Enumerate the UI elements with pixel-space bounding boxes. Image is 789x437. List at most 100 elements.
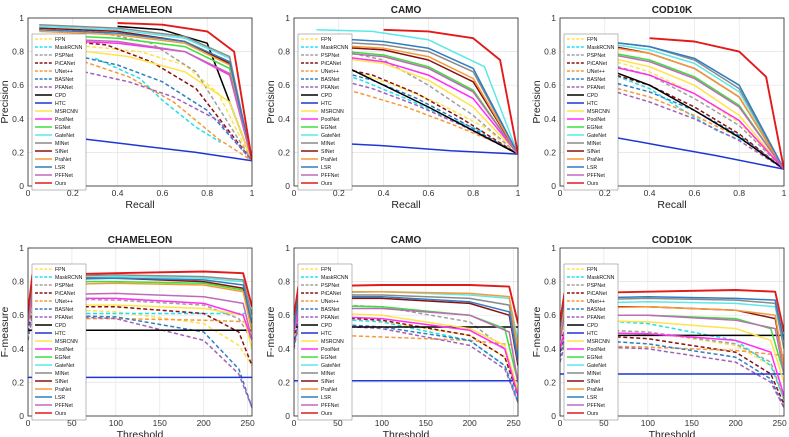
chart-panel-4: 0 50 100 150 200 250 0 0.2 0.4 0.6 0.8 1 CHAMELEON Th… [0,235,255,437]
series-line-basnet [327,67,518,155]
legend-label-htc: HTC [587,101,598,107]
series-line-ours [28,270,252,312]
legend-label-gatenet: GateNet [321,363,341,369]
legend-label-poolnet: PoolNet [321,347,340,353]
legend-label-poolnet: PoolNet [55,117,74,123]
series-line-pffnet [604,52,784,170]
series-group [28,270,252,408]
legend-label-egnet: EGNet [321,355,337,361]
legend-label-cpd: CPD [321,323,332,329]
legend-label-unetplusplus: UNet++ [321,69,339,75]
legend-label-poolnet: PoolNet [55,347,74,353]
series-line-pffnet [327,50,518,155]
series-line-poolnet [294,314,518,397]
x-axis-label: Recall [125,199,154,211]
legend-label-maskrcnn: MaskRCNN [587,275,615,281]
x-tick-label: 250 [241,418,255,428]
legend-label-pfanet: PFANet [55,85,73,91]
series-line-picanet [50,39,252,162]
legend-label-lsr: LSR [587,395,597,401]
series-line-pranet [604,45,784,170]
x-axis-label: Recall [391,199,420,211]
legend-label-pffnet: PFFNet [321,403,339,409]
axes-frame [559,247,785,417]
legend-label-msrcnn: MSRCNN [321,339,344,345]
x-tick-label: 100 [375,418,389,428]
legend-label-fpn: FPN [587,37,598,43]
y-tick-label: 1 [19,13,24,23]
y-tick-label: 0.6 [12,310,24,320]
legend-label-maskrcnn: MaskRCNN [587,45,615,51]
legend-label-picanet: PiCANet [55,291,75,297]
series-line-htc [83,138,252,162]
x-tick-label: 50 [67,418,77,428]
legend-label-picanet: PiCANet [321,61,341,67]
legend-label-unetplusplus: UNet++ [55,69,73,75]
legend-box [31,33,87,191]
x-tick-label: 1 [782,188,787,198]
legend-label-fpn: FPN [55,37,66,43]
series-group [294,284,518,403]
x-tick-label: 0 [558,418,563,428]
series-group [560,289,784,408]
y-tick-label: 0.8 [544,47,556,57]
legend-label-pranet: PraNet [587,157,604,163]
legend-label-cpd: CPD [587,93,598,99]
axes-frame [293,17,519,187]
series-line-pranet [560,306,784,366]
series-line-ours [117,22,252,161]
series-line-msrcnn [604,55,784,170]
legend-label-pspnet: PSPNet [587,283,606,289]
legend-label-basnet: BASNet [587,307,606,313]
legend-label-pffnet: PFFNet [587,403,605,409]
legend-label-gatenet: GateNet [587,133,607,139]
x-tick-label: 0 [26,418,31,428]
x-tick-label: 0.2 [67,188,79,198]
series-line-ours [294,284,518,324]
chart-title: CAMO [391,235,422,246]
legend-label-htc: HTC [321,331,332,337]
series-group [604,37,784,170]
x-tick-label: 0 [292,418,297,428]
y-tick-label: 0.2 [544,377,556,387]
series-line-pspnet [39,29,252,162]
legend-label-lsr: LSR [55,395,65,401]
series-line-pfanet [28,314,252,408]
y-tick-label: 0 [19,411,24,421]
legend-label-gatenet: GateNet [55,363,75,369]
legend-label-cpd: CPD [55,93,66,99]
x-tick-label: 0 [292,188,297,198]
legend-label-ours: Ours [321,411,333,417]
legend-label-gatenet: GateNet [55,133,75,139]
x-tick-label: 150 [685,418,699,428]
legend-label-lsr: LSR [321,395,331,401]
legend-label-fpn: FPN [321,267,332,273]
legend-label-minet: MINet [55,371,69,377]
axes-frame [27,247,253,417]
legend-label-pspnet: PSPNet [321,53,340,59]
series-line-unetplusplus [316,81,496,143]
legend-label-maskrcnn: MaskRCNN [55,275,83,281]
x-tick-label: 50 [599,418,609,428]
legend-label-minet: MINet [587,141,601,147]
x-tick-label: 0.6 [156,188,168,198]
x-tick-label: 200 [197,418,211,428]
x-tick-label: 0.6 [422,188,434,198]
y-tick-label: 0.4 [12,344,24,354]
x-tick-label: 0.2 [599,188,611,198]
y-tick-label: 0.2 [544,147,556,157]
legend-label-fpn: FPN [587,267,598,273]
legend-label-ours: Ours [55,181,67,187]
legend-label-msrcnn: MSRCNN [55,339,78,345]
x-tick-label: 0.8 [201,188,213,198]
legend-label-pffnet: PFFNet [321,173,339,179]
series-line-htc [604,134,784,170]
legend-label-pfanet: PFANet [55,315,73,321]
series-line-poolnet [604,64,784,170]
chart-title: CAMO [391,5,422,16]
legend-label-egnet: EGNet [587,355,603,361]
chart-panel-5: 0 50 100 150 200 250 0 0.2 0.4 0.6 0.8 1 CAMO Thresho… [265,235,521,437]
legend-label-basnet: BASNet [321,77,340,83]
chart-panel-6: 0 50 100 150 200 250 0 0.2 0.4 0.6 0.8 1 COD10K Thres… [531,235,787,437]
series-line-minet [327,40,518,155]
